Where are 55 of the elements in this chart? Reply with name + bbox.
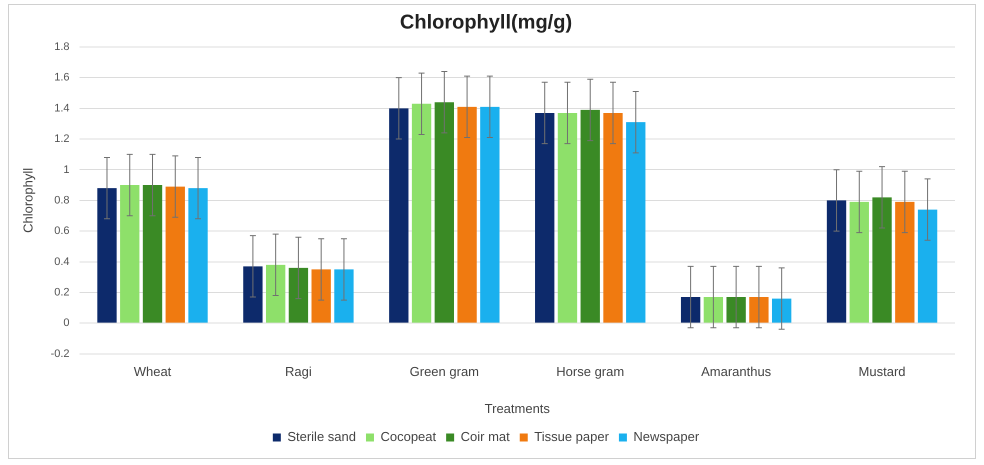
legend-label: Sterile sand [287,429,356,444]
bar [334,269,354,323]
bar [120,185,140,323]
bar [704,297,724,323]
bar [188,188,208,323]
bar [243,266,263,323]
legend-label: Newspaper [633,429,700,444]
bar [266,264,286,323]
bar [142,185,162,323]
bar [826,200,846,323]
y-tick-label: 0 [63,317,70,330]
bar [312,269,331,323]
x-tick-label: Amaranthus [701,364,772,380]
x-axis-title: Treatments [484,400,550,416]
bar [603,112,623,323]
y-tick-label: 0.6 [54,225,70,238]
x-tick-label: Ragi [285,364,312,380]
bar [558,112,578,323]
y-tick-label: 1.4 [54,102,70,114]
x-tick-label: Mustard [858,364,906,380]
y-tick-label: 0.8 [54,194,70,206]
x-tick-label: Horse gram [556,364,624,380]
legend-label: Coir mat [460,429,510,444]
bar [580,110,600,323]
bar [850,202,869,323]
bar [389,108,408,323]
bar [434,102,454,323]
y-tick-label: 0.4 [54,256,70,268]
bar [412,104,432,323]
bar [895,202,914,323]
y-tick-label: -0.2 [50,348,70,360]
bar [457,106,477,323]
bar [726,297,746,323]
bar [480,106,500,323]
chart-title: Chlorophyll(mg/g) [400,12,572,34]
legend-label: Tissue paper [534,429,610,444]
bar [166,186,185,323]
y-axis-title: Chlorophyll [20,168,36,233]
x-tick-label: Wheat [134,364,172,380]
bar [97,188,117,323]
bar [288,268,308,323]
bar [749,297,769,323]
y-tick-label: 1 [63,164,70,176]
y-tick-label: 1.8 [54,41,70,54]
bar [872,197,892,323]
y-tick-label: 1.2 [54,133,70,146]
y-tick-label: 1.6 [54,72,70,84]
y-tick-label: 0.2 [54,286,70,298]
legend-label: Cocopeat [380,429,437,444]
bar [535,112,554,323]
bar [918,210,938,323]
bar [626,122,646,323]
x-tick-label: Green gram [410,364,480,380]
bar [680,297,700,323]
bar [772,298,792,323]
